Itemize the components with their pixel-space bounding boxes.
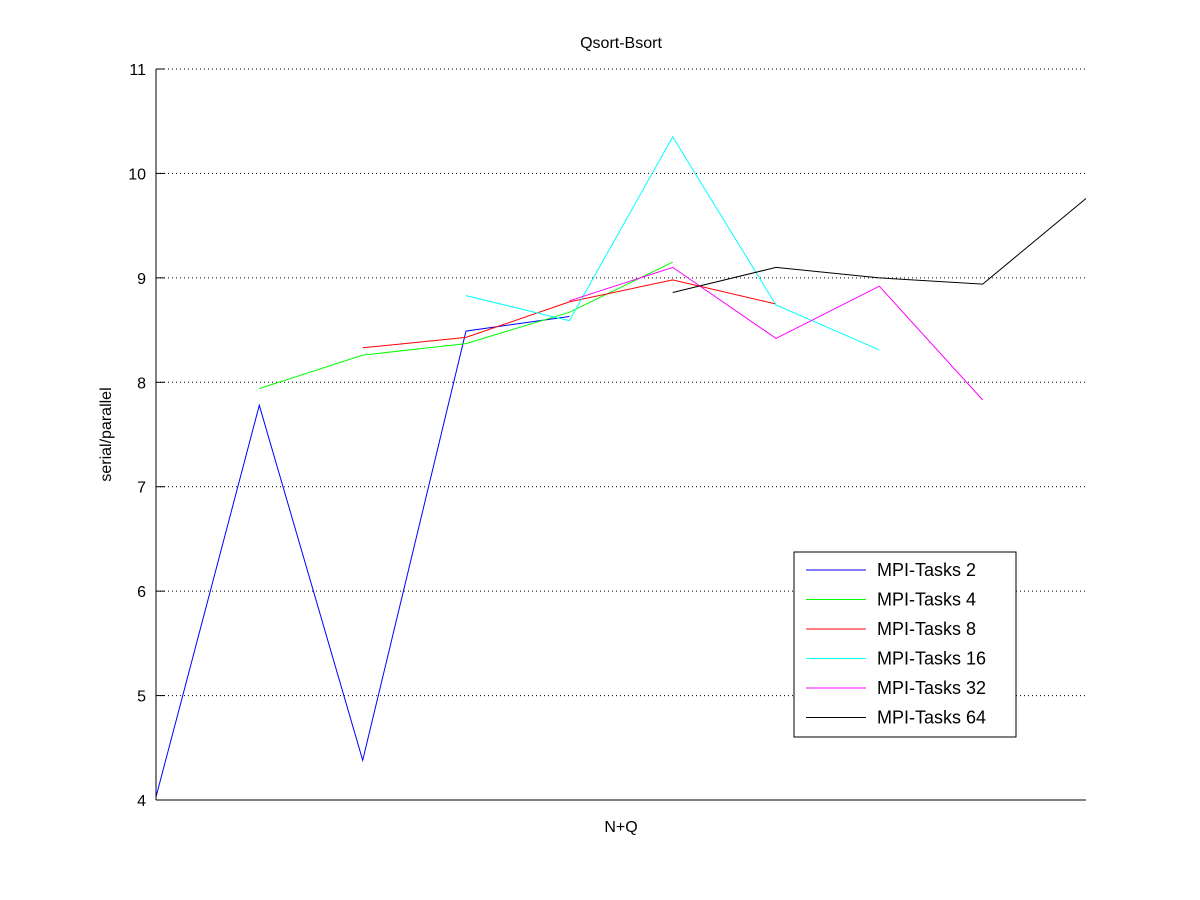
y-tick-label: 5 xyxy=(137,689,146,706)
legend-box xyxy=(793,551,1017,738)
series-line xyxy=(672,198,1087,293)
legend-label: MPI-Tasks 32 xyxy=(877,678,986,698)
y-tick-label: 7 xyxy=(137,480,146,497)
legend: MPI-Tasks 2 MPI-Tasks 4 MPI-Tasks 8 MPI-Tas… xyxy=(793,551,1017,738)
y-axis-ticks: 4 5 6 7 8 9 10 11 xyxy=(128,62,165,810)
y-axis-label: serial/parallel xyxy=(98,387,115,481)
x-axis-label: N+Q xyxy=(604,819,637,836)
y-tick-label: 9 xyxy=(137,271,146,288)
legend-label: MPI-Tasks 2 xyxy=(877,560,976,580)
y-tick-label: 4 xyxy=(137,793,146,810)
gridlines xyxy=(156,68,1086,697)
y-tick-label: 11 xyxy=(129,62,146,79)
y-tick-label: 8 xyxy=(137,375,146,392)
series-lines xyxy=(155,135,1087,798)
series-line xyxy=(362,279,777,349)
series-line xyxy=(569,266,984,401)
y-tick-label: 10 xyxy=(128,166,146,183)
y-tick-label: 6 xyxy=(137,584,146,601)
legend-label: MPI-Tasks 16 xyxy=(877,649,986,669)
legend-label: MPI-Tasks 64 xyxy=(877,708,986,728)
series-line xyxy=(155,316,570,798)
chart-title: Qsort-Bsort xyxy=(580,35,662,52)
series-line xyxy=(465,135,880,351)
legend-label: MPI-Tasks 8 xyxy=(877,619,976,639)
legend-label: MPI-Tasks 4 xyxy=(877,590,976,610)
axes xyxy=(155,69,1086,801)
series-line xyxy=(259,261,673,390)
